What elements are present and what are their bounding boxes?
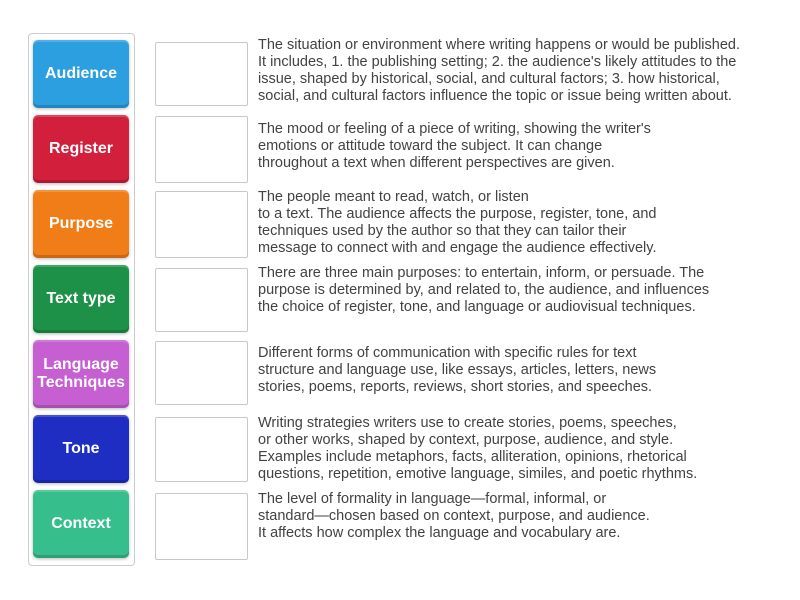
drop-slot-2[interactable]	[155, 116, 248, 183]
definition-text-5: Different forms of communication with sp…	[258, 345, 657, 395]
tile-language-techniques[interactable]: Language Techniques	[33, 340, 129, 408]
definition-text-7: The level of formality in language—forma…	[258, 491, 650, 541]
drop-slot-1[interactable]	[155, 42, 248, 106]
tile-context[interactable]: Context	[33, 490, 129, 558]
definition-text-3: The people meant to read, watch, or list…	[258, 189, 657, 256]
drop-slot-7[interactable]	[155, 493, 248, 560]
definition-text-6: Writing strategies writers use to create…	[258, 415, 698, 482]
tile-register[interactable]: Register	[33, 115, 129, 183]
drop-slot-6[interactable]	[155, 417, 248, 482]
tile-purpose[interactable]: Purpose	[33, 190, 129, 258]
drop-slot-4[interactable]	[155, 268, 248, 332]
definition-text-2: The mood or feeling of a piece of writin…	[258, 121, 651, 171]
keyword-panel: Audience Register Purpose Text type Lang…	[28, 33, 135, 566]
tile-audience[interactable]: Audience	[33, 40, 129, 108]
tile-text-type[interactable]: Text type	[33, 265, 129, 333]
tile-tone[interactable]: Tone	[33, 415, 129, 483]
drop-slot-5[interactable]	[155, 341, 248, 405]
definition-text-1: The situation or environment where writi…	[258, 37, 741, 104]
definition-text-4: There are three main purposes: to entert…	[258, 265, 710, 315]
drop-slot-3[interactable]	[155, 191, 248, 258]
